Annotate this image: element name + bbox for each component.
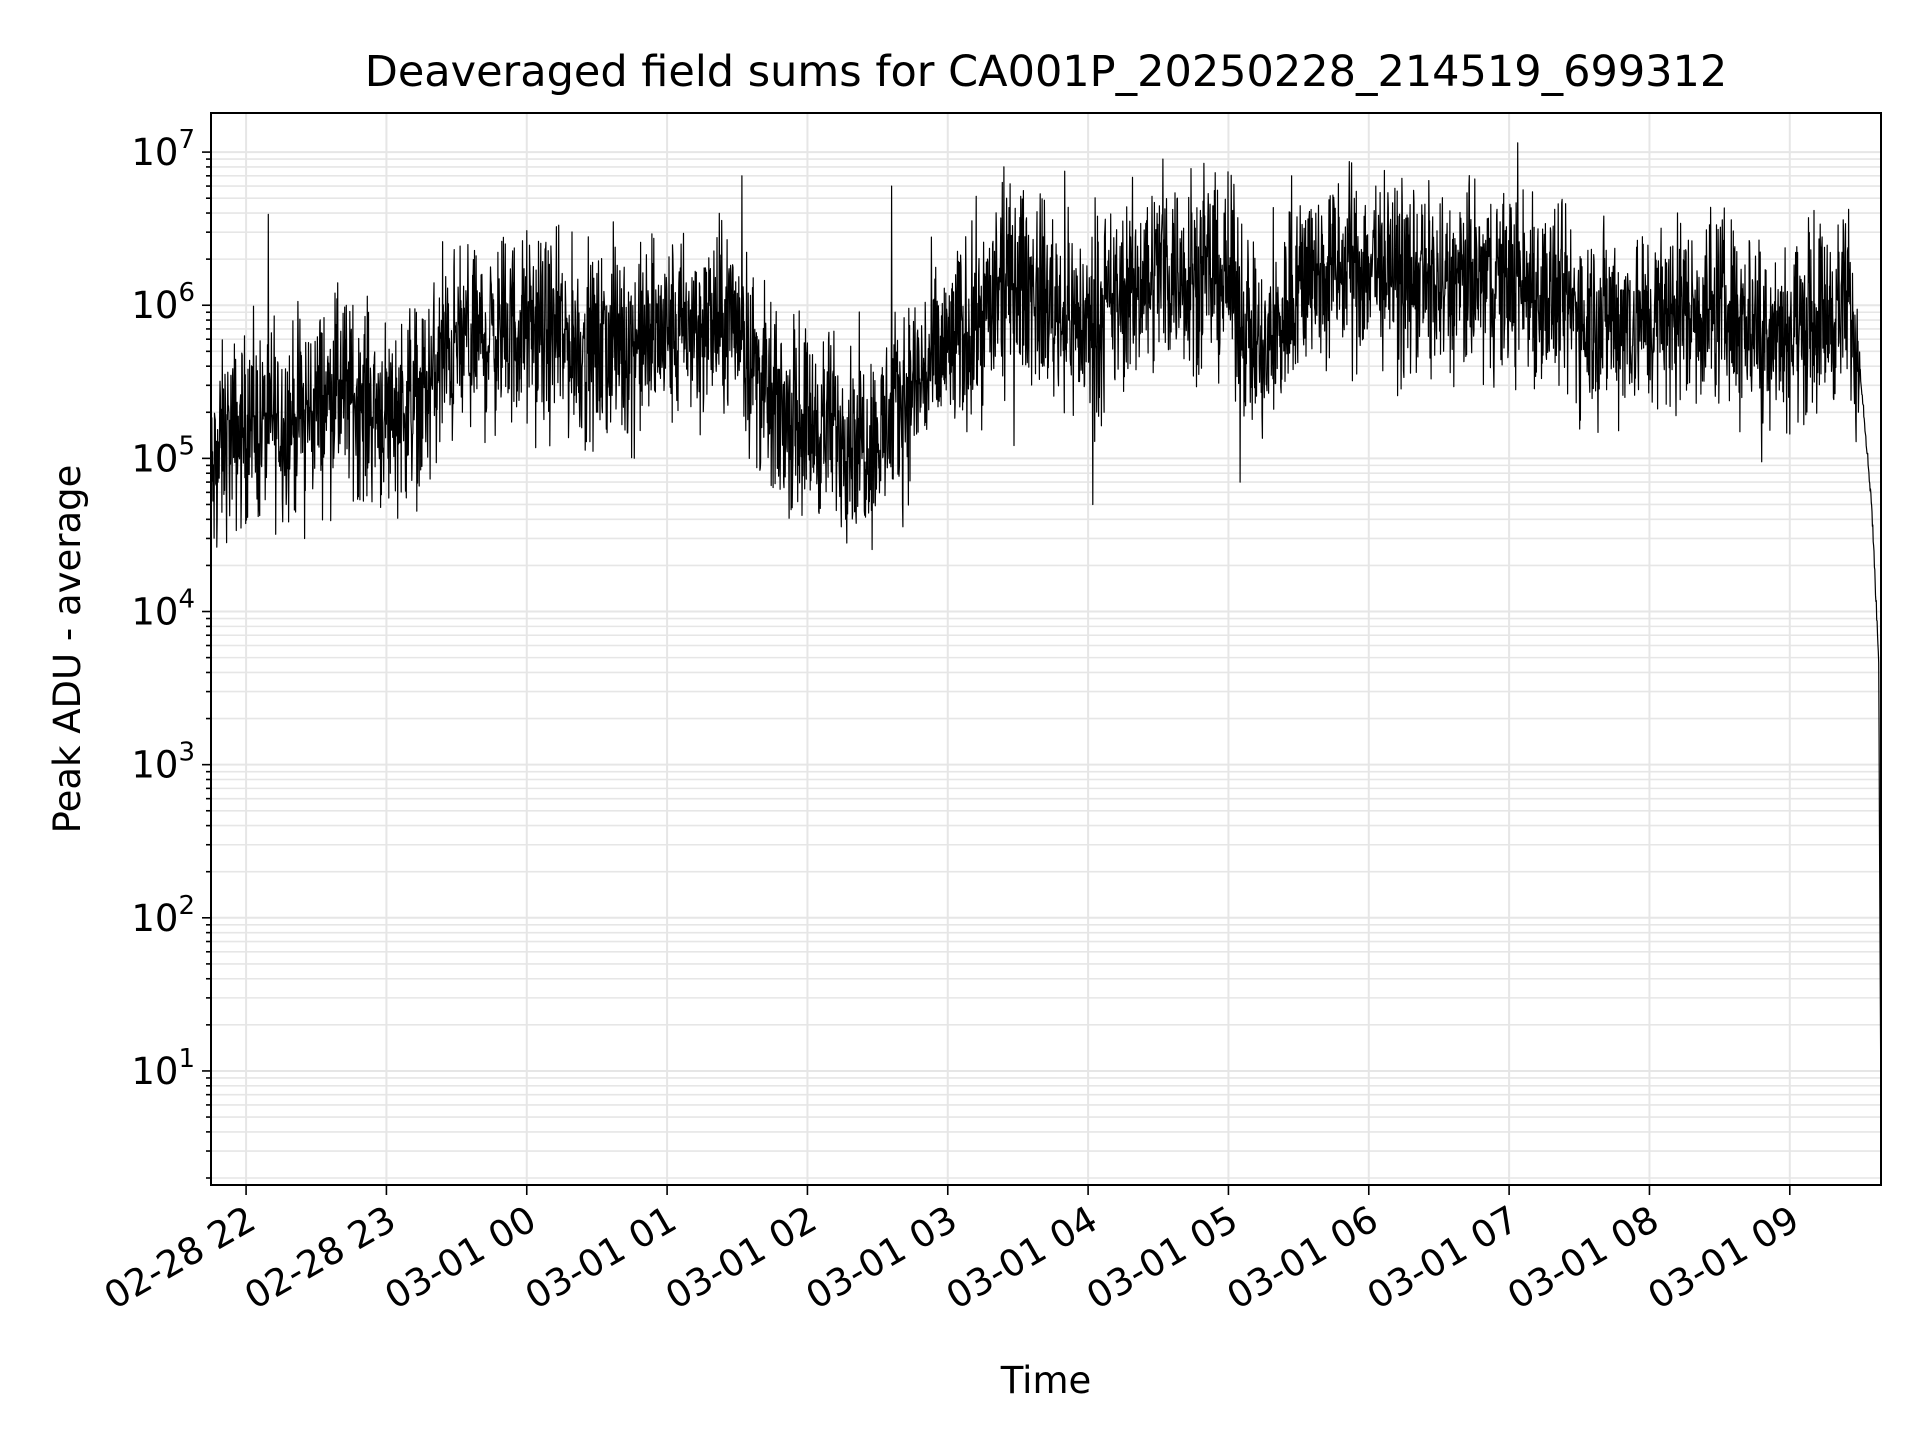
y-tick-label: 107 [131, 125, 195, 174]
y-tick-exponent: 7 [178, 125, 195, 155]
y-tick-base: 10 [131, 1050, 178, 1093]
y-tick-exponent: 3 [178, 738, 195, 768]
y-tick-label: 101 [131, 1044, 195, 1093]
y-tick-label: 105 [131, 431, 195, 480]
plot-area [210, 142, 1882, 1131]
y-tick-base: 10 [131, 437, 178, 480]
x-axis-label: Time [1000, 1359, 1092, 1402]
series-line [210, 142, 1882, 1131]
y-tick-label: 104 [131, 585, 195, 634]
y-tick-exponent: 4 [178, 585, 195, 615]
chart-title: Deaveraged field sums for CA001P_2025022… [365, 47, 1728, 97]
y-tick-exponent: 1 [178, 1044, 195, 1074]
y-tick-base: 10 [131, 744, 178, 787]
y-tick-base: 10 [131, 284, 178, 327]
y-tick-base: 10 [131, 897, 178, 940]
axes-frame [210, 112, 1882, 1186]
y-tick-base: 10 [131, 591, 178, 634]
y-axis-label: Peak ADU - average [46, 465, 89, 834]
y-tick-label: 102 [131, 891, 195, 940]
y-tick-exponent: 5 [178, 431, 195, 461]
y-tick-exponent: 2 [178, 891, 195, 921]
grid [211, 113, 1881, 1185]
y-tick-label: 106 [131, 278, 195, 327]
y-tick-label: 103 [131, 738, 195, 787]
y-tick-base: 10 [131, 131, 178, 174]
y-tick-exponent: 6 [178, 278, 195, 308]
